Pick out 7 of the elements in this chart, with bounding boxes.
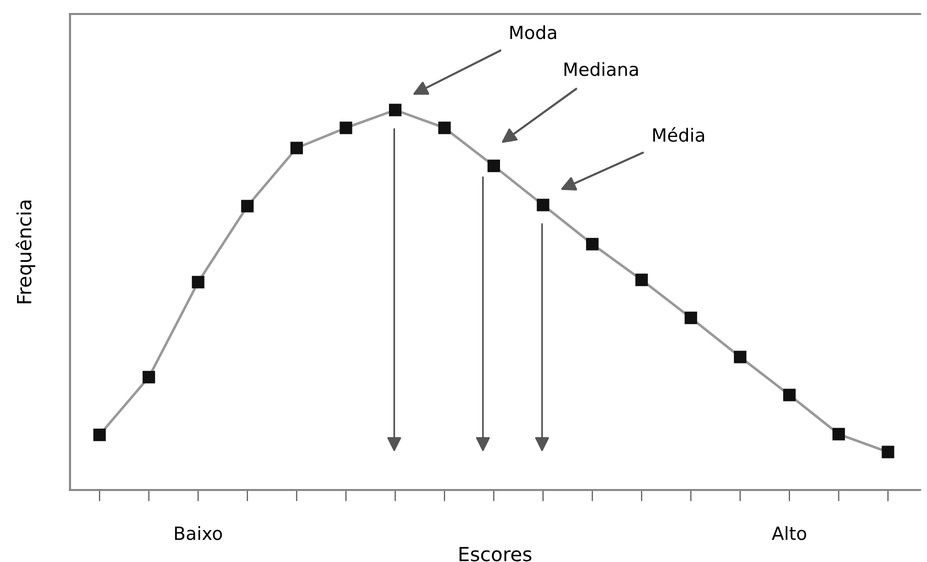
x-axis-title: Escores bbox=[460, 546, 532, 562]
x-tick-label: Alto bbox=[772, 526, 806, 540]
text: Mediana bbox=[564, 62, 638, 76]
x-tick-label: Baixo bbox=[175, 526, 222, 540]
annotation: Média bbox=[653, 127, 704, 142]
text: Moda bbox=[510, 25, 556, 40]
y-axis-title: Frequência bbox=[16, 200, 36, 304]
